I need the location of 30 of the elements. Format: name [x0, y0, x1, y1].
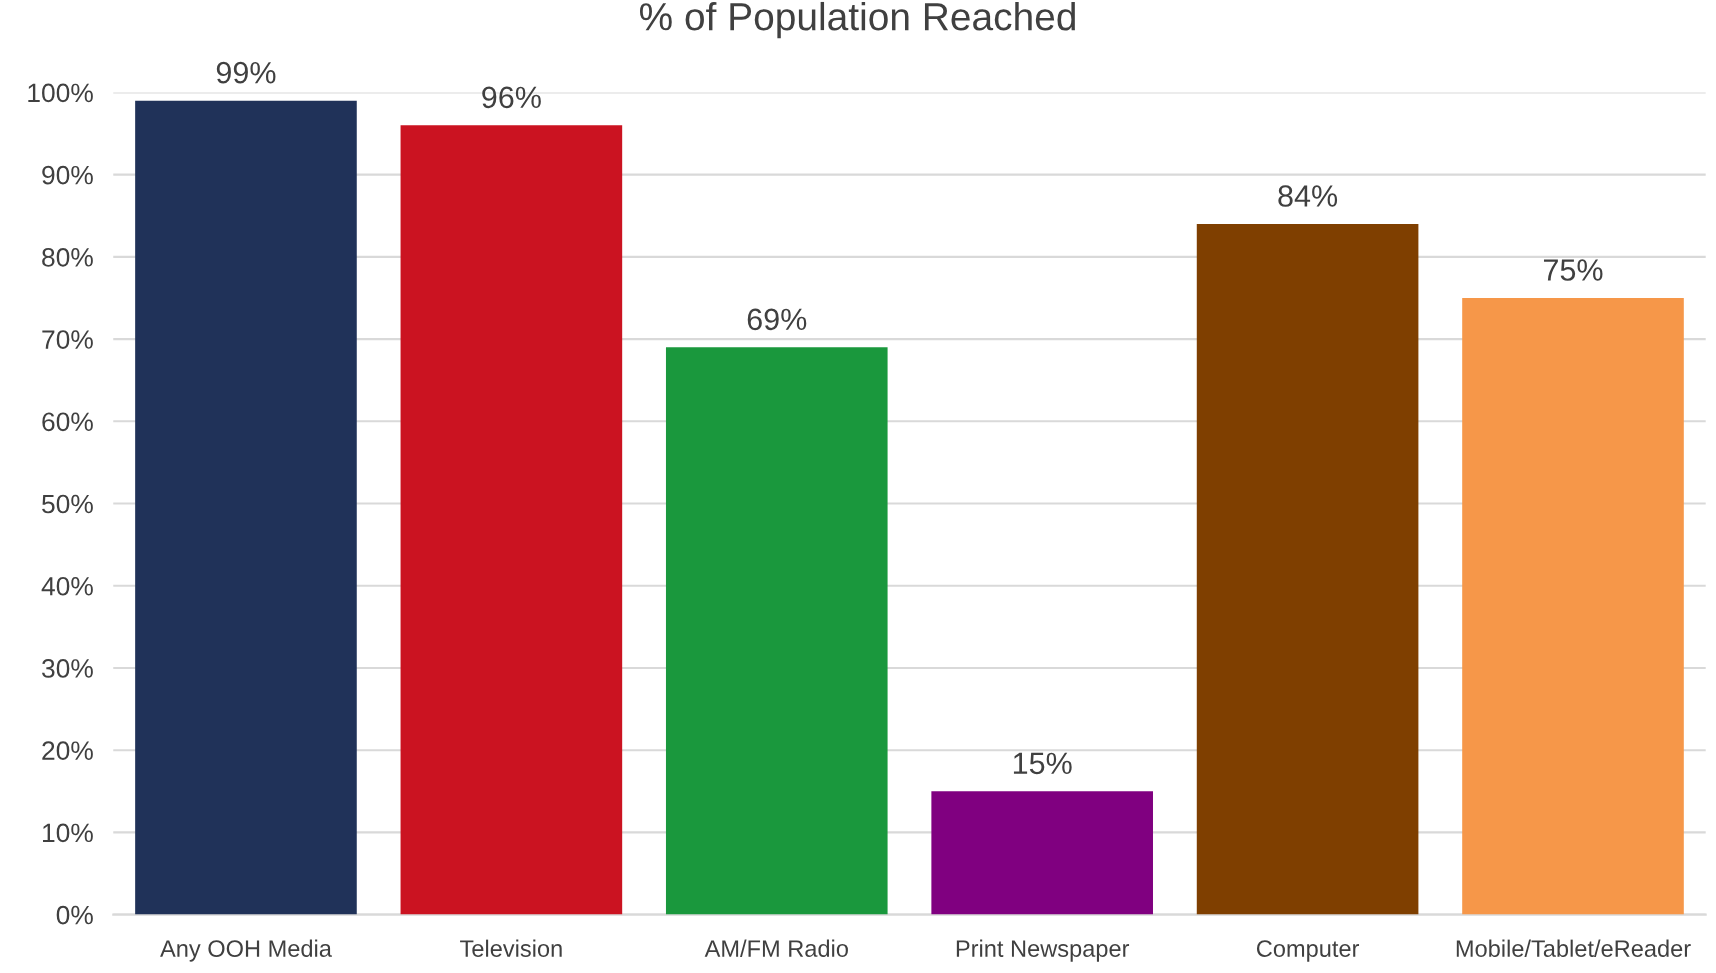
bar [400, 125, 623, 915]
bar [135, 100, 357, 915]
y-tick-label: 20% [42, 741, 93, 760]
data-label: 15% [1013, 752, 1072, 775]
bar [1196, 223, 1419, 915]
x-tick-label: Print Newspaper [956, 939, 1130, 962]
bar [1462, 297, 1684, 915]
data-label: 69% [747, 308, 807, 331]
y-tick-label: 80% [42, 248, 93, 267]
y-tick-label: 30% [42, 659, 93, 678]
y-tick-label: 90% [42, 165, 93, 185]
y-tick-label: 100% [28, 83, 93, 103]
chart-title: % of Population Reached [639, 1, 1075, 39]
y-tick-label: 50% [42, 494, 93, 514]
x-tick-label: Television [460, 939, 562, 957]
x-tick-label: Computer [1256, 940, 1360, 962]
y-tick-label: 60% [42, 412, 93, 432]
bar [665, 347, 888, 915]
x-tick-label: Mobile/Tablet/eReader [1456, 939, 1691, 957]
y-tick-label: 0% [56, 905, 93, 925]
x-tick-label: Any OOH Media [160, 939, 332, 962]
data-label: 75% [1543, 259, 1603, 281]
y-tick-label: 10% [43, 823, 93, 843]
bar [931, 791, 1153, 915]
data-label: 84% [1278, 185, 1338, 207]
x-tick-label: AM/FM Radio [704, 939, 848, 957]
y-tick-label: 40% [41, 576, 93, 596]
data-label: 99% [216, 61, 276, 84]
data-label: 96% [482, 86, 541, 109]
y-tick-label: 70% [42, 330, 93, 349]
